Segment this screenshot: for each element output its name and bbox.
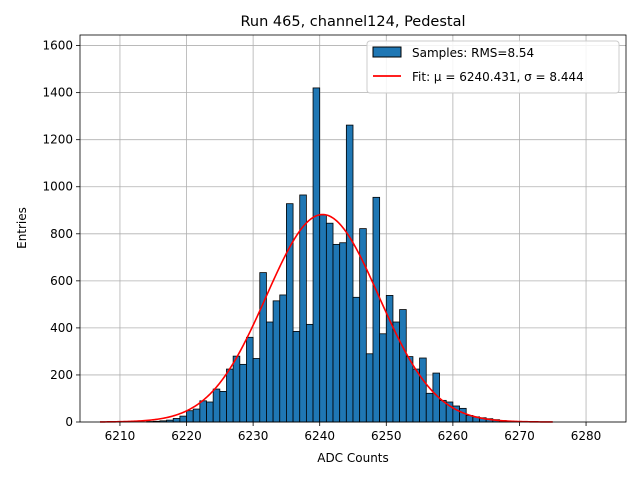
histogram-bar bbox=[305, 323, 314, 423]
histogram-bar bbox=[212, 388, 221, 423]
y-tick-label: 800 bbox=[50, 227, 73, 241]
histogram-bar bbox=[286, 203, 294, 423]
histogram-bar bbox=[392, 321, 401, 423]
histogram-bar bbox=[279, 294, 287, 423]
histogram-bar bbox=[246, 336, 254, 423]
histogram-bar bbox=[179, 415, 187, 423]
y-tick-label: 200 bbox=[50, 368, 73, 382]
histogram-bar bbox=[345, 124, 354, 423]
x-tick-label: 6230 bbox=[238, 429, 269, 443]
y-tick-label: 1000 bbox=[42, 180, 73, 194]
histogram-bar bbox=[186, 410, 194, 423]
legend-histogram-swatch bbox=[372, 46, 402, 58]
legend-frame bbox=[366, 40, 620, 94]
histogram-bar bbox=[399, 309, 407, 423]
y-axis: 0 200 400 600 800 1000 1200 1400 1600 bbox=[42, 39, 80, 429]
x-axis-label: ADC Counts bbox=[317, 451, 389, 465]
histogram-bar bbox=[206, 401, 214, 423]
histogram-bar bbox=[259, 272, 267, 423]
histogram-bar bbox=[252, 358, 261, 423]
x-tick-label: 6280 bbox=[571, 429, 602, 443]
histogram-bar bbox=[319, 214, 327, 423]
histogram-bar bbox=[425, 392, 434, 423]
x-tick-label: 6250 bbox=[371, 429, 402, 443]
histogram-bar bbox=[172, 418, 181, 423]
histogram-bar bbox=[266, 321, 274, 423]
histogram-bar bbox=[312, 87, 321, 423]
y-tick-label: 0 bbox=[65, 415, 73, 429]
y-tick-label: 1200 bbox=[42, 133, 73, 147]
y-tick-label: 600 bbox=[50, 274, 73, 288]
x-tick-label: 6210 bbox=[105, 429, 136, 443]
histogram-bar bbox=[412, 368, 420, 423]
histogram-bar bbox=[199, 400, 207, 423]
histogram-bar bbox=[219, 391, 227, 423]
fit-curve-group bbox=[99, 213, 553, 423]
x-tick-label: 6240 bbox=[304, 429, 335, 443]
histogram-bar bbox=[239, 363, 247, 423]
y-tick-label: 1400 bbox=[42, 86, 73, 100]
histogram-bar bbox=[379, 333, 387, 423]
chart-title: Run 465, channel124, Pedestal bbox=[240, 14, 465, 30]
x-tick-label: 6270 bbox=[504, 429, 535, 443]
histogram-bar bbox=[352, 296, 361, 423]
x-axis: 6210 6220 6230 6240 6250 6260 6270 6280 bbox=[105, 422, 602, 443]
histogram-bar bbox=[365, 353, 374, 423]
histogram-bar bbox=[292, 331, 301, 423]
legend-histogram-label: Samples: RMS=8.54 bbox=[412, 46, 534, 60]
legend: Samples: RMS=8.54 Fit: μ = 6240.431, σ =… bbox=[366, 40, 620, 94]
x-tick-label: 6220 bbox=[171, 429, 202, 443]
histogram-bar bbox=[332, 243, 341, 423]
legend-fit-label: Fit: μ = 6240.431, σ = 8.444 bbox=[412, 70, 584, 84]
plot-frame bbox=[79, 34, 627, 423]
histogram-bar bbox=[232, 355, 241, 423]
fit-curve bbox=[99, 213, 553, 423]
histogram-bar bbox=[339, 242, 347, 423]
y-tick-label: 400 bbox=[50, 321, 73, 335]
x-tick-label: 6260 bbox=[438, 429, 469, 443]
y-tick-label: 1600 bbox=[42, 39, 73, 53]
histogram-bar bbox=[459, 407, 467, 423]
histogram-bar bbox=[372, 196, 381, 423]
histogram-bar bbox=[272, 300, 281, 423]
histogram-bar bbox=[419, 357, 427, 423]
histogram-bar bbox=[226, 368, 234, 423]
y-axis-label: Entries bbox=[15, 207, 29, 249]
histogram-bar bbox=[192, 408, 201, 423]
histogram-bar bbox=[405, 356, 414, 423]
histogram-bars bbox=[146, 87, 520, 423]
histogram-bar bbox=[325, 222, 334, 423]
